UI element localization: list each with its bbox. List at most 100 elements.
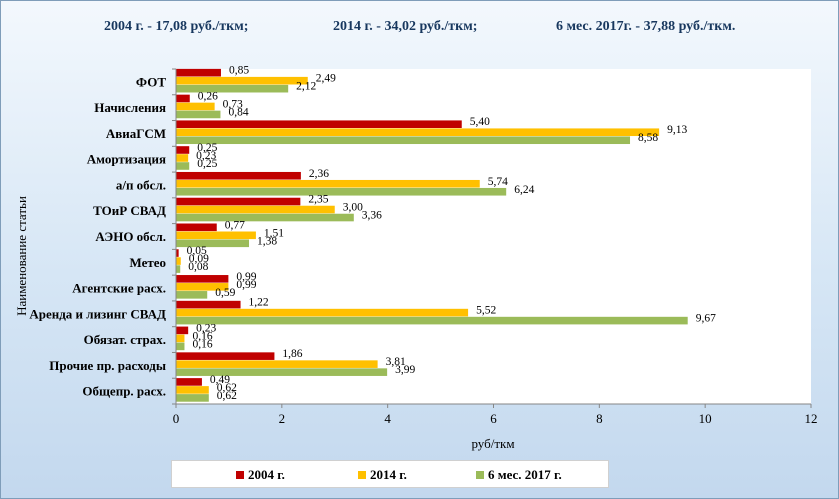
- data-label: 5,52: [476, 305, 496, 317]
- data-label: 0,23: [196, 150, 216, 162]
- data-label: 0,84: [228, 106, 248, 118]
- bar: [176, 231, 256, 240]
- bar: [176, 352, 275, 360]
- bar: [176, 368, 388, 376]
- bar: [176, 249, 179, 257]
- data-label: 1,86: [282, 348, 302, 360]
- bar: [176, 360, 378, 368]
- bar: [176, 334, 185, 343]
- bar: [176, 76, 308, 85]
- bar: [176, 223, 217, 232]
- bar: [176, 275, 229, 283]
- headline-summary: 2004 г. - 17,08 руб./ткм; 2014 г. - 34,0…: [1, 19, 838, 41]
- category-label: а/п обсл.: [116, 177, 166, 192]
- x-tick-label: 12: [805, 411, 818, 426]
- data-label: 2,49: [316, 73, 336, 85]
- data-label: 3,81: [386, 356, 406, 368]
- data-label: 1,38: [257, 235, 277, 247]
- category-label: АЭНО обсл.: [95, 229, 166, 244]
- legend-item: 2014 г.: [358, 467, 407, 483]
- legend-label: 2014 г.: [370, 467, 407, 482]
- data-label: 0,85: [229, 65, 249, 77]
- bar: [176, 283, 229, 291]
- bar: [176, 187, 507, 196]
- data-label: 3,00: [343, 202, 363, 214]
- category-label: ТОиР СВАД: [93, 203, 166, 218]
- data-label: 8,58: [638, 132, 658, 144]
- data-label: 0,26: [198, 90, 218, 102]
- bar: [176, 326, 189, 335]
- data-label: 0,49: [210, 374, 230, 386]
- category-label: Обязат. страх.: [84, 332, 166, 347]
- legend-item: 6 мес. 2017 г.: [476, 467, 562, 483]
- category-label: Амортизация: [87, 152, 166, 167]
- data-label: 2,36: [309, 168, 329, 180]
- y-axis-title: Наименование статьи: [14, 196, 29, 316]
- data-label: 0,73: [223, 98, 243, 110]
- bar: [176, 300, 241, 309]
- data-label: 2,12: [296, 81, 316, 93]
- x-tick-label: 0: [173, 411, 180, 426]
- legend: 2004 г. 2014 г. 6 мес. 2017 г.: [171, 460, 609, 488]
- data-label: 0,99: [236, 271, 256, 283]
- bar: [176, 102, 215, 111]
- data-label: 3,36: [362, 210, 382, 222]
- legend-swatch: [476, 471, 484, 479]
- bar: [176, 257, 181, 265]
- bar: [176, 110, 221, 119]
- legend-swatch: [236, 471, 244, 479]
- headline-item-2017: 6 мес. 2017г. - 37,88 руб./ткм.: [556, 19, 736, 34]
- data-label: 0,05: [187, 245, 207, 257]
- data-label: 0,08: [188, 261, 208, 273]
- bar: [176, 128, 660, 137]
- bar: [176, 146, 190, 154]
- category-label: Начисления: [94, 100, 166, 115]
- data-label: 1,51: [264, 227, 284, 239]
- data-label: 0,09: [189, 253, 209, 265]
- data-label: 5,40: [470, 116, 490, 128]
- bar: [176, 136, 631, 145]
- bar: [176, 386, 209, 394]
- data-label: 0,59: [215, 287, 235, 299]
- bar: [176, 179, 480, 188]
- bar: [176, 120, 462, 129]
- bar: [176, 291, 208, 299]
- category-label: Агентские расх.: [72, 281, 166, 296]
- data-label: 6,24: [514, 184, 534, 196]
- data-label: 1,22: [249, 297, 269, 309]
- data-label: 0,77: [225, 219, 245, 231]
- bar: [176, 197, 301, 206]
- category-label: Аренда и лизинг СВАД: [29, 306, 166, 321]
- bar: [176, 68, 221, 77]
- x-tick-label: 4: [384, 411, 391, 426]
- legend-item: 2004 г.: [236, 467, 285, 483]
- data-label: 0,23: [196, 322, 216, 334]
- legend-label: 2004 г.: [248, 467, 285, 482]
- bar: [176, 239, 250, 248]
- bar: [176, 342, 185, 351]
- legend-swatch: [358, 471, 366, 479]
- data-label: 0,25: [197, 142, 217, 154]
- bar: [176, 213, 354, 222]
- headline-item-2014: 2014 г. - 34,02 руб./ткм;: [333, 19, 478, 34]
- bar: [176, 162, 190, 170]
- x-tick-label: 2: [279, 411, 286, 426]
- category-label: ФОТ: [136, 74, 166, 89]
- data-label: 5,74: [488, 176, 508, 188]
- x-tick-label: 6: [490, 411, 497, 426]
- data-label: 2,35: [308, 194, 328, 206]
- x-axis-title: руб/ткм: [471, 436, 514, 451]
- bar: [176, 84, 289, 93]
- headline-item-2004: 2004 г. - 17,08 руб./ткм;: [104, 19, 249, 34]
- category-label: АвиаГСМ: [106, 126, 166, 141]
- data-label: 0,16: [192, 338, 212, 350]
- bar: [176, 378, 202, 386]
- bar: [176, 205, 335, 214]
- data-label: 0,99: [236, 279, 256, 291]
- bar: [176, 265, 181, 273]
- x-tick-label: 10: [699, 411, 712, 426]
- bar: [176, 154, 189, 162]
- category-label: Общепр. расх.: [82, 384, 166, 399]
